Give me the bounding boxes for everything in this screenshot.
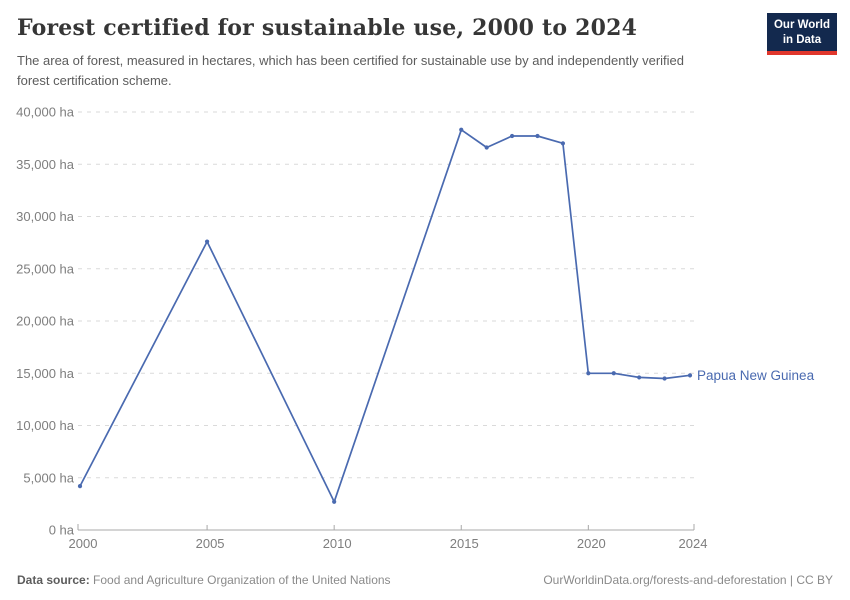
y-tick-label: 5,000 ha: [23, 470, 74, 485]
data-source-text: Food and Agriculture Organization of the…: [93, 573, 391, 587]
data-source-label: Data source:: [17, 573, 90, 587]
data-point: [637, 375, 642, 380]
data-line: [79, 128, 691, 503]
data-point: [687, 373, 693, 378]
y-tick-label: 30,000 ha: [16, 209, 75, 224]
y-tick-label: 15,000 ha: [16, 366, 75, 381]
x-tick-label: 2005: [196, 536, 225, 551]
data-point: [535, 133, 540, 139]
data-point: [204, 239, 210, 244]
y-tick-label: 20,000 ha: [16, 314, 75, 329]
owid-logo[interactable]: Our World in Data: [766, 13, 837, 55]
x-tick-label: 2000: [69, 536, 98, 551]
y-tick-label: 0 ha: [49, 523, 75, 538]
x-tick-label: 2020: [577, 536, 606, 551]
data-point: [77, 484, 83, 489]
chart-subtitle: The area of forest, measured in hectares…: [17, 53, 685, 88]
data-point: [611, 371, 616, 376]
data-point: [459, 127, 464, 132]
y-tick-label: 35,000 ha: [16, 157, 75, 172]
data-point: [332, 499, 337, 504]
chart-header: Forest certified for sustainable use, 20…: [17, 15, 755, 90]
data-point: [560, 141, 566, 146]
x-tick-label: 2010: [323, 536, 352, 551]
data-source: Data source: Food and Agriculture Organi…: [17, 573, 391, 587]
data-point: [662, 376, 667, 381]
data-point: [509, 133, 515, 139]
y-tick-label: 25,000 ha: [16, 261, 75, 276]
owid-logo-line2: in Data: [782, 33, 822, 46]
data-point: [484, 145, 489, 150]
chart-footer: Data source: Food and Agriculture Organi…: [17, 573, 833, 587]
y-tick-label: 10,000 ha: [16, 418, 75, 433]
x-tick-label: 2015: [450, 536, 479, 551]
series-label[interactable]: Papua New Guinea: [697, 368, 815, 383]
chart-title: Forest certified for sustainable use, 20…: [17, 15, 638, 41]
data-point: [586, 371, 591, 376]
owid-logo-line1: Our World: [773, 19, 830, 31]
y-tick-label: 40,000 ha: [16, 105, 75, 120]
x-tick-label: 2024: [679, 536, 708, 551]
footer-link[interactable]: OurWorldinData.org/forests-and-deforesta…: [543, 573, 833, 587]
